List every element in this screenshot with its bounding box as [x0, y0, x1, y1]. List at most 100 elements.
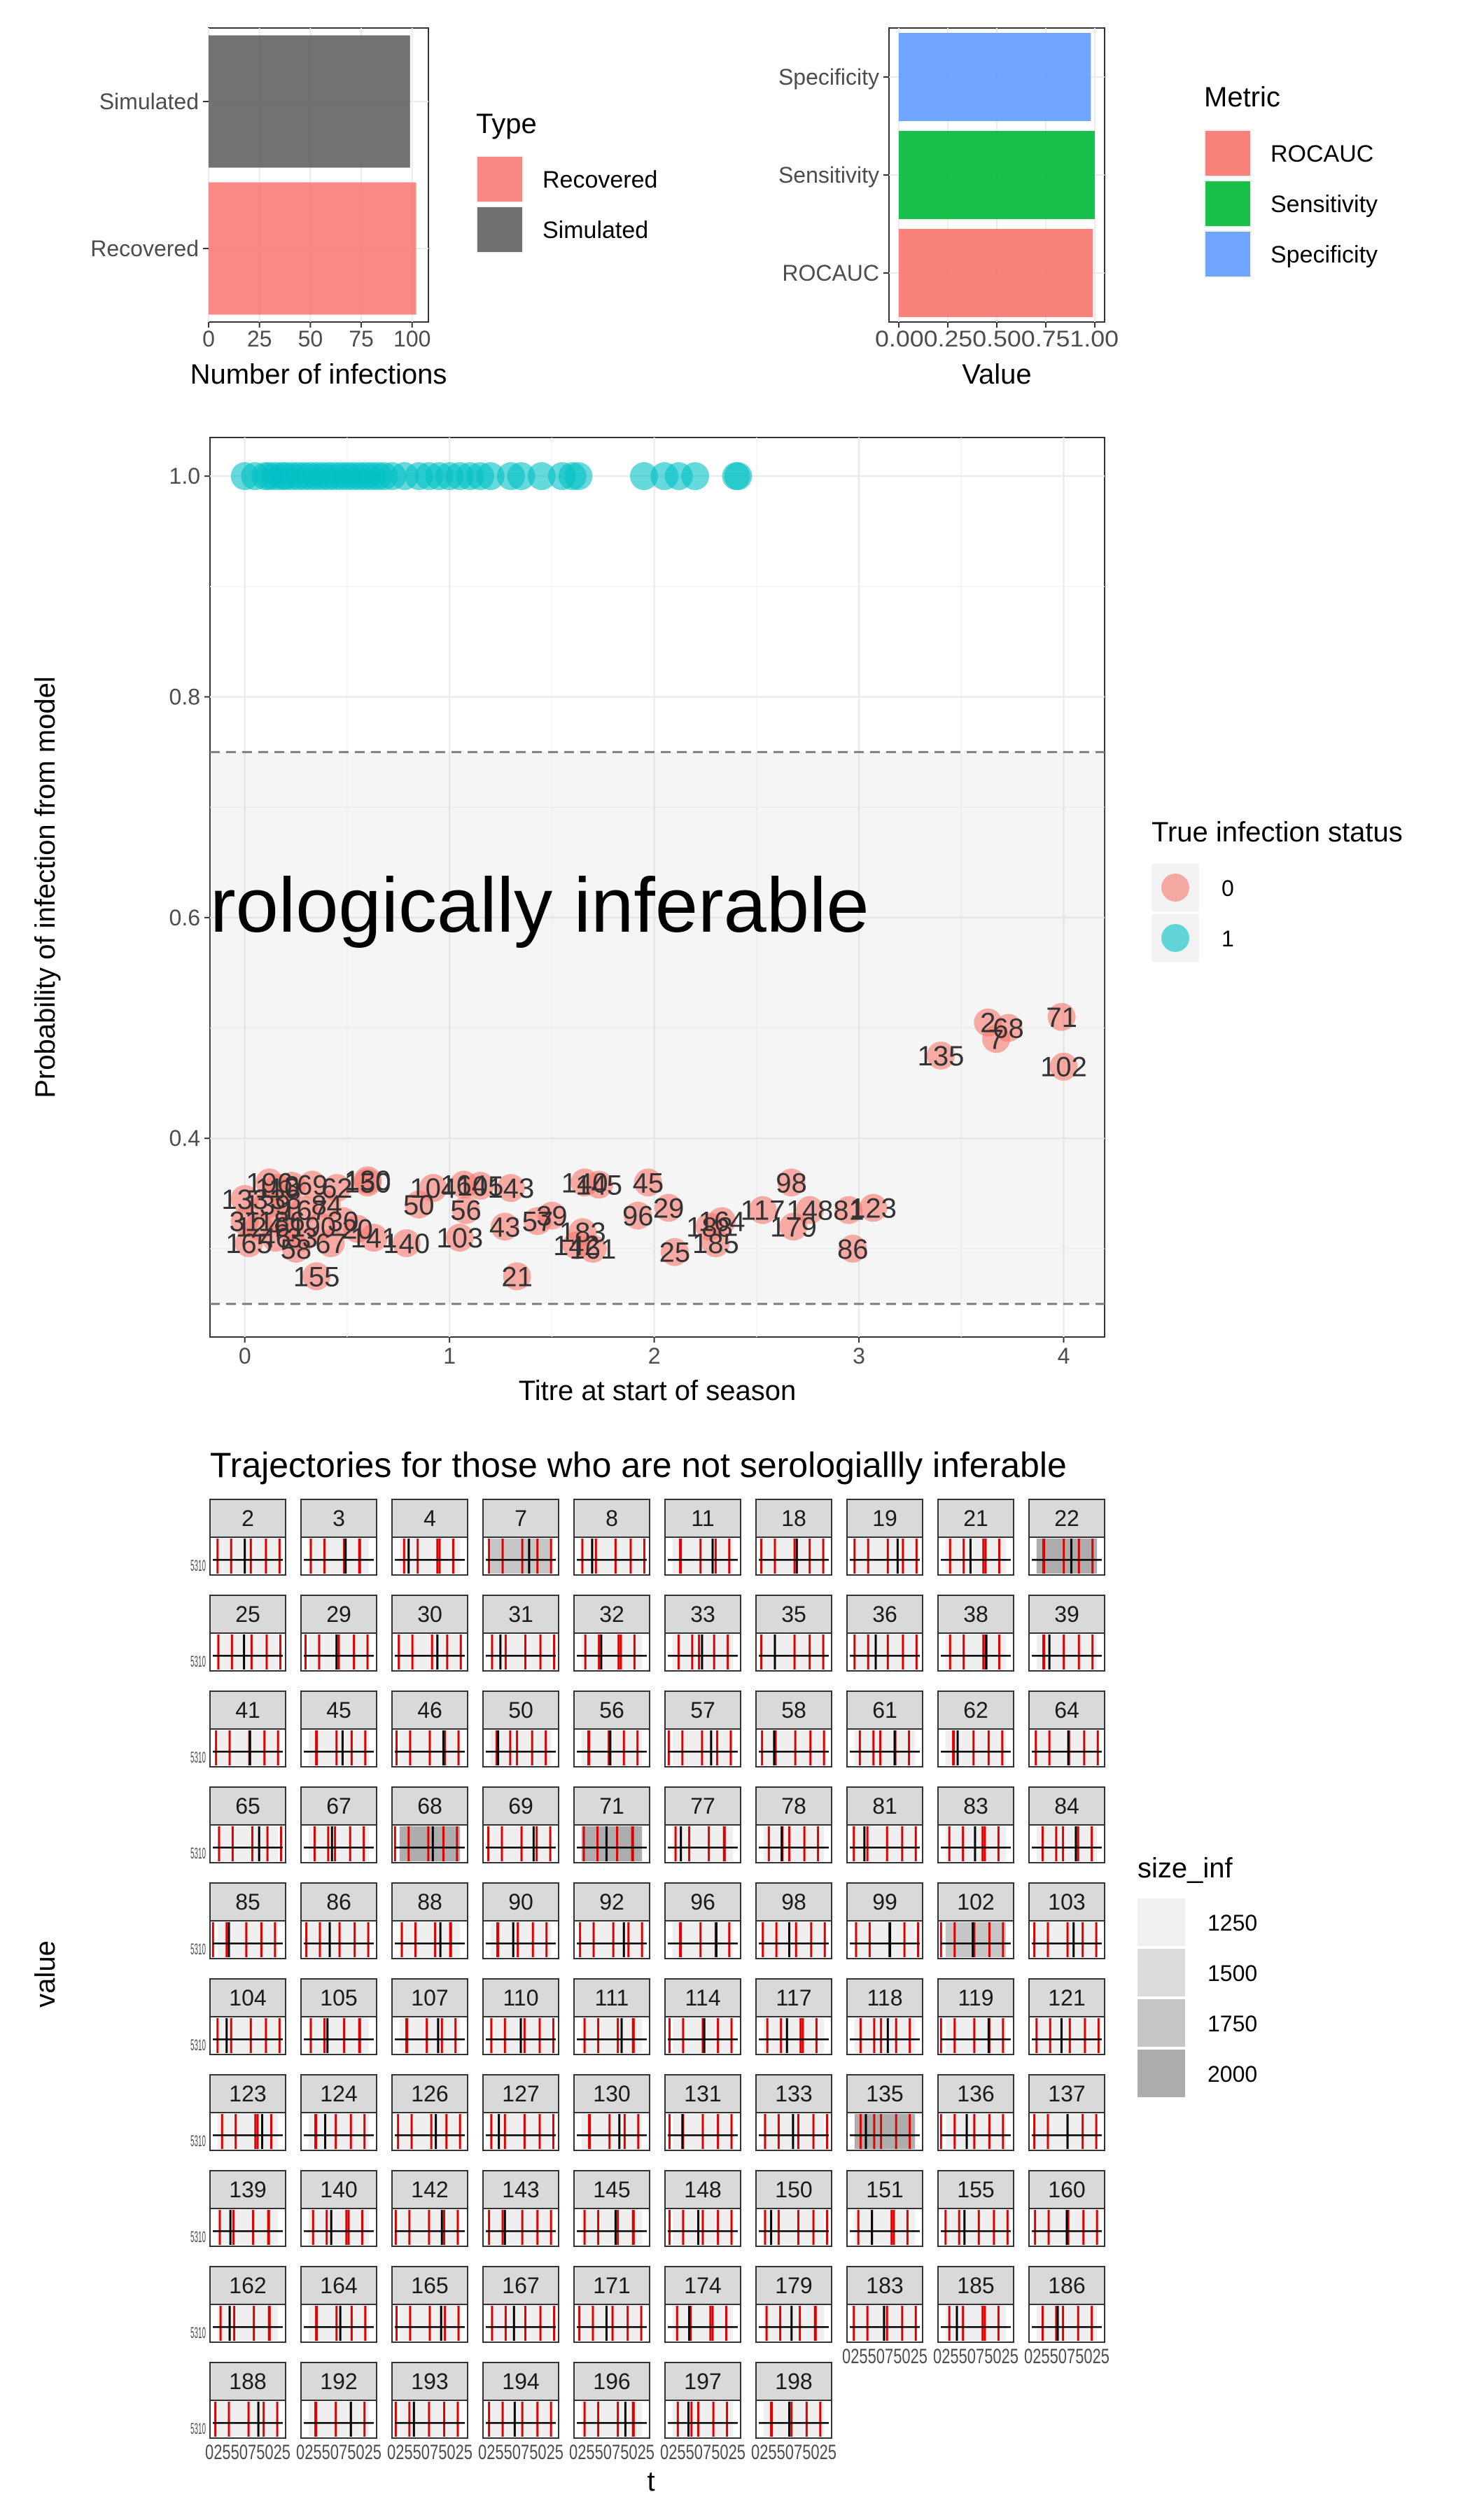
facet-y-ticks: 5310	[190, 2324, 206, 2342]
facet: 135	[846, 2074, 923, 2151]
uninfected-point	[927, 1041, 955, 1070]
bar	[209, 35, 410, 168]
infected-point	[629, 462, 658, 491]
facet-strip	[937, 1978, 1014, 2017]
facet-infection-window	[945, 2210, 1007, 2245]
facet-infection-window	[308, 2210, 370, 2245]
facet-infection-window	[217, 1730, 279, 1765]
facet: 192 0255075025	[296, 2362, 382, 2464]
facet-strip-label: 78	[781, 1793, 806, 1819]
point-label: 20	[342, 1214, 373, 1245]
facet-strip-label: 69	[508, 1793, 533, 1819]
facet-strip-label: 21	[963, 1506, 988, 1531]
facet: 45	[300, 1690, 377, 1768]
facet-strip	[209, 1786, 286, 1826]
point-label: 39	[536, 1201, 568, 1232]
point-label: 142	[553, 1231, 600, 1261]
facet-strip	[664, 2362, 741, 2401]
point-label: 38	[270, 1184, 302, 1215]
facet: 167	[482, 2266, 559, 2343]
facet-strip	[300, 2266, 377, 2305]
facet-x-ticks: 0255075025	[751, 2441, 836, 2464]
facet-strip	[937, 1595, 1014, 1634]
uninfected-point	[523, 1207, 552, 1236]
facet-infection-window	[854, 2210, 916, 2245]
facet-strip-label: 33	[690, 1602, 715, 1627]
tick-label-x: 1	[443, 1343, 456, 1368]
point-label: 188	[686, 1212, 733, 1242]
facet: 130	[573, 2074, 650, 2151]
tick-label-x: 0	[202, 326, 215, 351]
facet-strip	[573, 1690, 650, 1730]
facet-infection-window	[399, 2114, 461, 2149]
facet-strip	[846, 1978, 923, 2017]
facet-strip	[664, 2074, 741, 2113]
facet-strip-label: 165	[411, 2273, 448, 2298]
uninfected-point	[290, 1196, 318, 1224]
facet-strip-label: 110	[503, 1985, 538, 2010]
facet-infection-window	[308, 2402, 370, 2437]
facet-strip	[937, 2074, 1014, 2113]
facet-strip-label: 77	[690, 1793, 715, 1819]
facet-infection-window	[399, 2018, 461, 2053]
facet: 102	[937, 1882, 1014, 1959]
point-label: 45	[633, 1168, 664, 1198]
facet: 90	[482, 1882, 559, 1959]
point-label: 81	[833, 1196, 864, 1226]
facet-strip	[482, 2074, 559, 2113]
facet-strip-label: 88	[417, 1889, 442, 1914]
facet-strip	[300, 1978, 377, 2017]
point-label: 167	[281, 1196, 328, 1226]
facet-x-ticks: 0255075025	[1024, 2345, 1110, 2368]
facet-strip	[1028, 1595, 1105, 1634]
facet-infection-window	[581, 1634, 643, 1670]
uninfected-point	[392, 1228, 421, 1257]
legend-swatch	[1161, 924, 1189, 952]
facet-strip-label: 90	[508, 1889, 533, 1914]
point-label: 179	[770, 1212, 817, 1242]
facet: 38	[937, 1595, 1014, 1672]
facet-strip-label: 151	[866, 2177, 903, 2202]
point-label: 196	[246, 1168, 293, 1198]
facet-strip-label: 3	[332, 1506, 345, 1531]
point-label: 145	[575, 1170, 622, 1200]
facet-strip-label: 111	[595, 1985, 629, 2010]
facet-strip-label: 85	[235, 1889, 260, 1914]
facet-infection-window	[854, 1922, 916, 1957]
facet-infection-window	[308, 2306, 370, 2341]
facet-strip-label: 39	[1054, 1602, 1079, 1627]
uninfected-point	[834, 1196, 863, 1224]
facet-strip-label: 194	[502, 2369, 539, 2394]
facet: 99	[846, 1882, 923, 1959]
facet-y-ticks: 5310	[190, 2228, 206, 2246]
facet: 123 5310	[190, 2074, 286, 2151]
facet-strip	[755, 2362, 832, 2401]
legend-swatch	[1138, 1999, 1185, 2047]
facet-infection-window	[763, 2402, 825, 2437]
infected-point	[476, 462, 505, 491]
facet-strip-label: 124	[320, 2081, 357, 2106]
point-label: 139	[244, 1190, 291, 1221]
bar	[899, 33, 1091, 121]
uninfected-point	[1049, 1052, 1078, 1081]
facet: 194 0255075025	[478, 2362, 564, 2464]
facet-strip	[482, 1786, 559, 1826]
facet-infection-window	[581, 1730, 643, 1765]
tick-label-x: 100	[393, 326, 430, 351]
size-inf-legend: size_inf 1250 1500 1750 2000	[1138, 1853, 1257, 2097]
facet-strip	[300, 2362, 377, 2401]
facet-strip	[391, 1499, 468, 1538]
facet: 67	[300, 1786, 377, 1863]
uninfected-point	[354, 1166, 382, 1195]
facet-strip	[937, 2266, 1014, 2305]
category-label: Simulated	[99, 89, 199, 114]
legend-label: Simulated	[542, 217, 648, 244]
facet-strip-label: 99	[872, 1889, 897, 1914]
facet-strip-label: 130	[593, 2081, 630, 2106]
facet: 124	[300, 2074, 377, 2151]
facet-strip-label: 11	[691, 1506, 714, 1531]
facet-strip	[209, 2266, 286, 2305]
facet-infection-window	[1036, 2306, 1098, 2341]
point-label: 124	[236, 1212, 283, 1242]
facet-y-ticks: 5310	[190, 1653, 206, 1670]
